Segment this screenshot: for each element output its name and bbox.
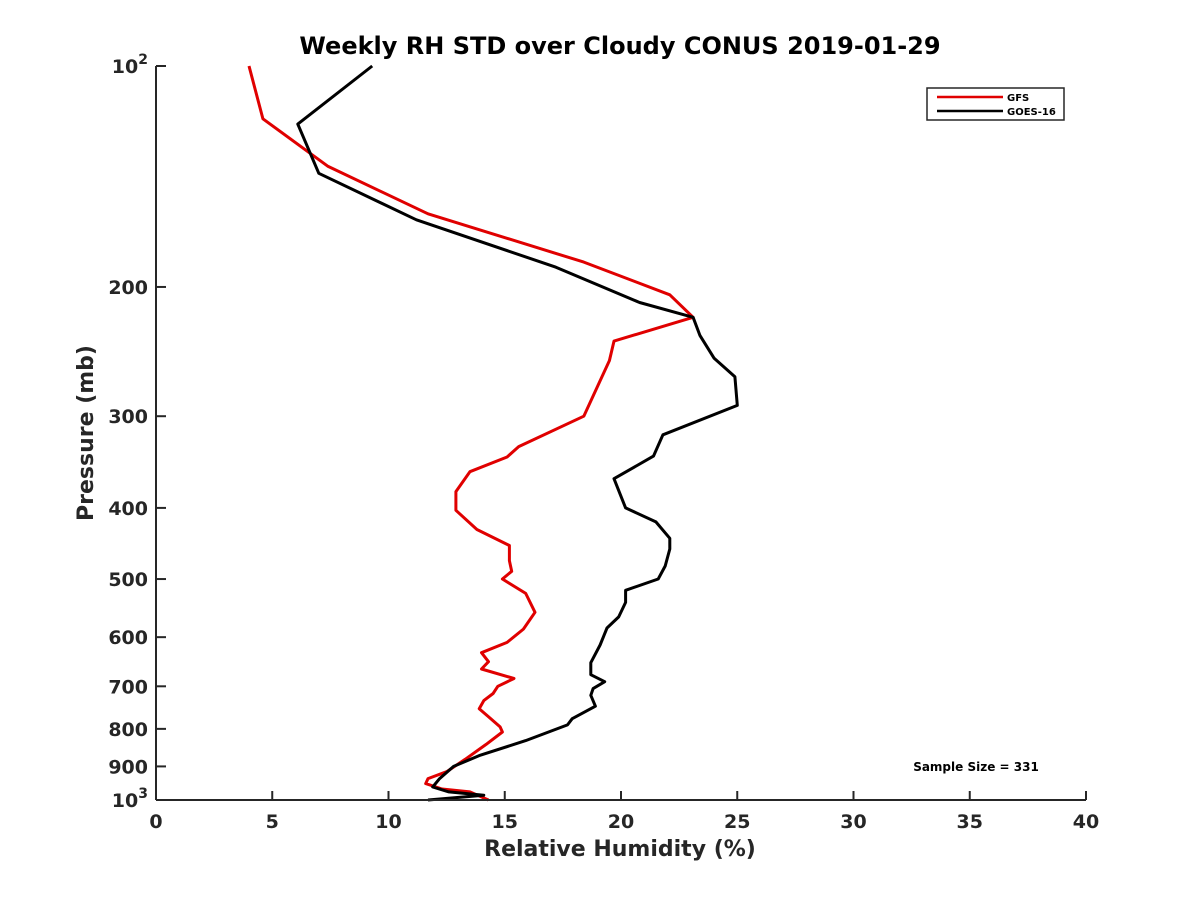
x-tick-label: 35 — [957, 811, 983, 833]
y-tick-label: 200 — [108, 277, 148, 299]
legend-box — [926, 87, 1065, 121]
legend: GFS GOES-16 — [926, 87, 1065, 121]
y-tick-label: 102 — [112, 52, 148, 78]
x-tick-label: 40 — [1073, 811, 1099, 833]
y-axis-label: Pressure (mb) — [74, 345, 99, 521]
series-line-gfs — [247, 65, 695, 802]
y-tick-label: 600 — [108, 627, 148, 649]
x-tick-label: 5 — [266, 811, 279, 833]
legend-label: GFS — [1007, 93, 1029, 104]
y-ticks: 102 200 300 400 500 600 700 800 900 103 — [108, 52, 166, 812]
axes — [155, 66, 1086, 801]
x-tick-label: 0 — [149, 811, 162, 833]
sample-size-annotation: Sample Size = 331 — [913, 760, 1039, 774]
x-tick-label: 10 — [375, 811, 401, 833]
y-tick-label: 400 — [108, 498, 148, 520]
x-ticks: 0 5 10 15 20 25 30 35 40 — [149, 791, 1099, 833]
x-tick-label: 25 — [724, 811, 750, 833]
legend-label: GOES-16 — [1007, 107, 1056, 118]
series-line-goes-16 — [296, 64, 739, 802]
y-tick-label: 300 — [108, 406, 148, 428]
x-tick-label: 30 — [840, 811, 866, 833]
y-tick-label: 800 — [108, 719, 148, 741]
chart-title: Weekly RH STD over Cloudy CONUS 2019-01-… — [299, 32, 940, 60]
y-tick-label: 500 — [108, 569, 148, 591]
x-axis-label: Relative Humidity (%) — [484, 837, 756, 862]
y-tick-label: 900 — [108, 756, 148, 778]
y-tick-label: 700 — [108, 676, 148, 698]
x-tick-label: 20 — [608, 811, 634, 833]
y-tick-label: 103 — [112, 786, 148, 812]
x-tick-label: 15 — [492, 811, 518, 833]
series-layer — [247, 64, 739, 802]
